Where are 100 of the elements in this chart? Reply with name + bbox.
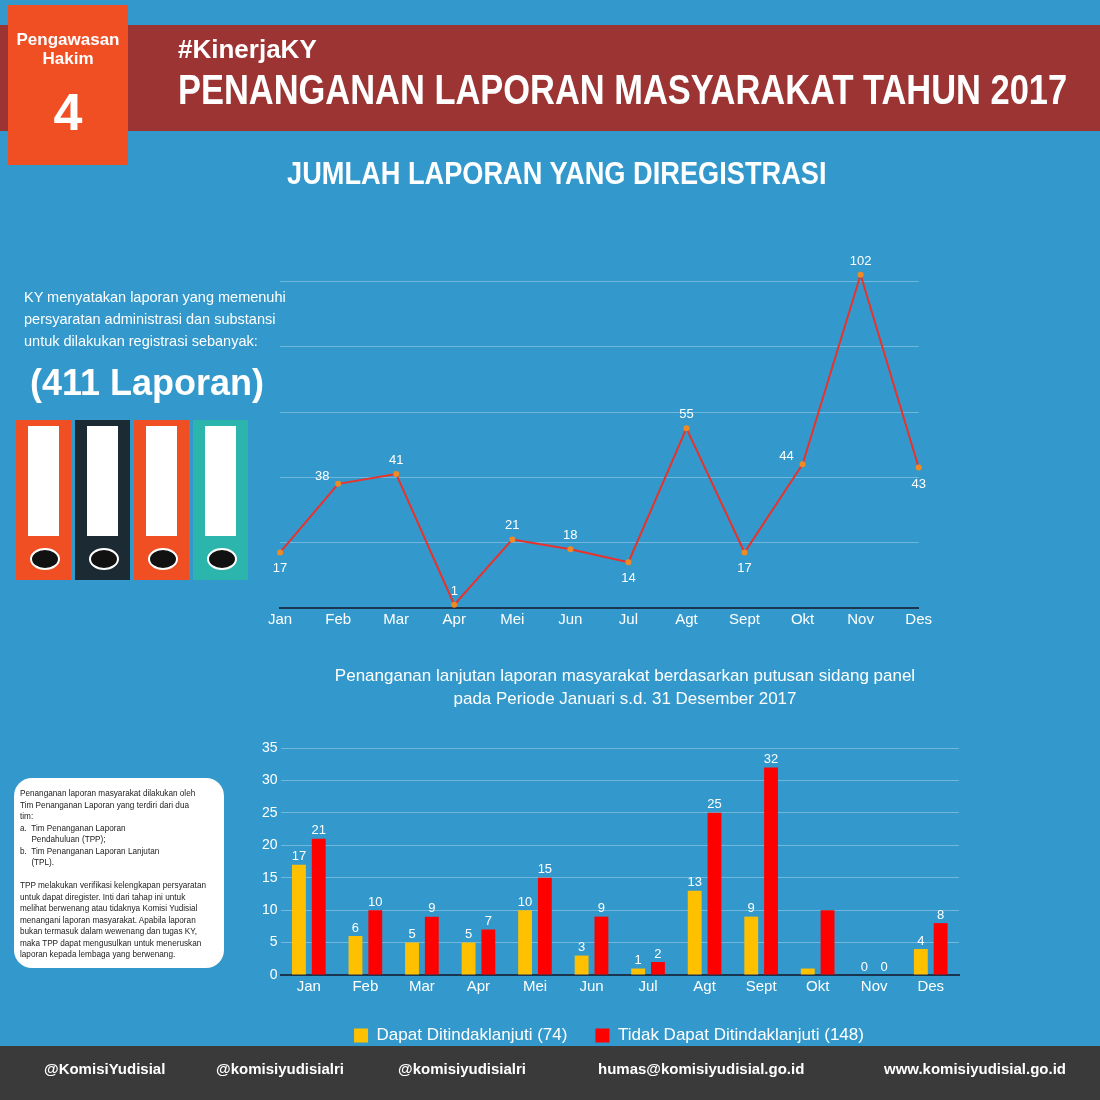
data-label: 17 [272, 560, 288, 576]
bar [651, 962, 665, 975]
data-label: 3 [578, 939, 586, 955]
x-tick-label: Jan [268, 610, 293, 628]
y-tick-label: 30 [261, 771, 278, 788]
x-tick-label: Mar [383, 610, 410, 628]
text: humas@komisiyudisial.go.id [598, 1060, 805, 1077]
y-tick-label: 25 [261, 803, 278, 820]
bar [574, 955, 589, 975]
bar [800, 968, 815, 975]
x-tick-label: Okt [790, 610, 816, 628]
bar [405, 942, 419, 975]
x-tick-label: Apr [466, 977, 491, 995]
x-tick-label: Mei [500, 610, 525, 628]
bar [348, 936, 363, 975]
x-tick-label: Feb [325, 610, 352, 628]
data-label: 17 [291, 848, 307, 864]
data-label: 10 [517, 893, 533, 909]
bar [368, 910, 383, 975]
chart-title: Penanganan lanjutan laporan masyarakat berdasarkan putusan sidang panel pada Periode Januari s.d. 31 Desember 2017 [333, 665, 917, 710]
x-tick-label: Jan [296, 977, 321, 995]
text: @komisiyudisialri [398, 1060, 527, 1077]
data-label: 102 [849, 252, 872, 268]
text: @KomisiYudisial [44, 1060, 166, 1077]
bar [424, 916, 439, 975]
bar [764, 767, 778, 975]
x-tick-label: Sept [745, 977, 778, 995]
data-label: 10 [368, 893, 383, 909]
data-label: 14 [621, 570, 636, 586]
x-tick-label: Des [905, 610, 933, 628]
data-label: 32 [763, 751, 779, 767]
data-label: 0 [880, 958, 888, 974]
x-tick-label: Nov [860, 977, 889, 995]
x-tick-label: Sept [729, 610, 761, 628]
data-label: 6 [351, 919, 360, 935]
y-tick-label: 10 [261, 901, 278, 917]
data-label: 21 [505, 517, 520, 533]
data-label: 7 [484, 913, 492, 929]
x-tick-label: Mar [408, 977, 435, 995]
chart-title: JUMLAH LAPORAN YANG DIREGISTRASI [287, 155, 828, 192]
bar [744, 916, 759, 975]
x-tick-label: Nov [847, 610, 875, 628]
data-label: 25 [707, 796, 722, 812]
bar [707, 812, 722, 975]
data-label: 0 [860, 958, 868, 974]
annotation: KY menyatakan laporan yang memenuhi persyaratan administrasi dan substansi untuk dilakukan registrasi sebanyak: [24, 288, 286, 351]
bar [292, 864, 306, 975]
bar [311, 838, 326, 975]
text: @komisiyudisialri [216, 1060, 345, 1077]
y-tick-label: 35 [261, 738, 278, 755]
data-label: 38 [314, 467, 330, 483]
bar [518, 910, 533, 975]
x-tick-label: Mei [522, 977, 548, 995]
data-label: 1 [450, 582, 458, 598]
text: (411 Laporan) [30, 362, 265, 404]
x-tick-label: Feb [352, 977, 379, 995]
y-tick-label: 0 [269, 965, 278, 982]
x-tick-label: Jun [579, 977, 604, 995]
data-label: 13 [687, 874, 702, 890]
data-label: 5 [464, 926, 473, 942]
x-tick-label: Agt [693, 977, 717, 995]
data-label: 15 [537, 861, 553, 877]
data-label: 5 [408, 926, 416, 942]
data-label: 9 [428, 900, 436, 916]
data-label: 44 [779, 448, 794, 464]
data-label: 2 [654, 945, 662, 961]
text: #KinerjaKY [178, 34, 317, 65]
data-label: 18 [563, 527, 578, 543]
bar [820, 910, 835, 975]
data-label: 1 [634, 952, 642, 968]
x-tick-label: Des [917, 977, 945, 995]
x-tick-label: Jun [558, 610, 583, 628]
bar [687, 890, 702, 975]
x-tick-label: Apr [442, 610, 466, 628]
text: 4 [52, 82, 84, 142]
y-tick-label: 20 [261, 836, 278, 853]
text: Pengawasan Hakim [15, 30, 121, 68]
x-tick-label: Okt [805, 977, 831, 995]
text: www.komisiyudisial.go.id [884, 1060, 1066, 1077]
y-tick-label: 5 [269, 933, 278, 950]
bar [461, 942, 476, 975]
bar [913, 949, 928, 975]
data-label: 4 [917, 932, 925, 948]
data-label: 9 [597, 900, 606, 916]
data-label: 8 [937, 906, 945, 922]
data-label: 9 [747, 900, 755, 916]
y-tick-label: 15 [261, 868, 278, 885]
bar [594, 916, 609, 975]
x-tick-label: Jul [618, 610, 638, 628]
data-label: 41 [388, 452, 404, 468]
data-label: 21 [311, 822, 326, 838]
bar [481, 929, 496, 975]
data-label: 43 [911, 475, 926, 491]
legend-label: Dapat Ditindaklanjuti (74) [376, 1025, 568, 1045]
bar [933, 923, 948, 975]
bar [631, 968, 646, 975]
text: Penanganan laporan masyarakat dilakukan oleh Tim Penanganan Laporan yang terdiri dari dua tim: a. Tim Penanganan Laporan Pendahuluan (TPP); b. Tim Penanganan Laporan Lanjutan (TPL). TPP melakukan verifikasi kelengkapan persyaratan untuk dapat diregister. Inti dari tahap ini untuk melihat berwenang atau tidaknya Komisi Yudisial menangani laporan masyarakat. Apabila laporan bukan termasuk dalam wewenang dan tugas KY, maka TPP dapat mengusulkan untuk meneruskan laporan kepada lembaga yang berwenang. [20, 789, 206, 959]
text: PENANGANAN LAPORAN MASYARAKAT TAHUN 2017 [178, 66, 1068, 114]
bar [537, 877, 552, 975]
x-tick-label: Agt [675, 610, 699, 628]
